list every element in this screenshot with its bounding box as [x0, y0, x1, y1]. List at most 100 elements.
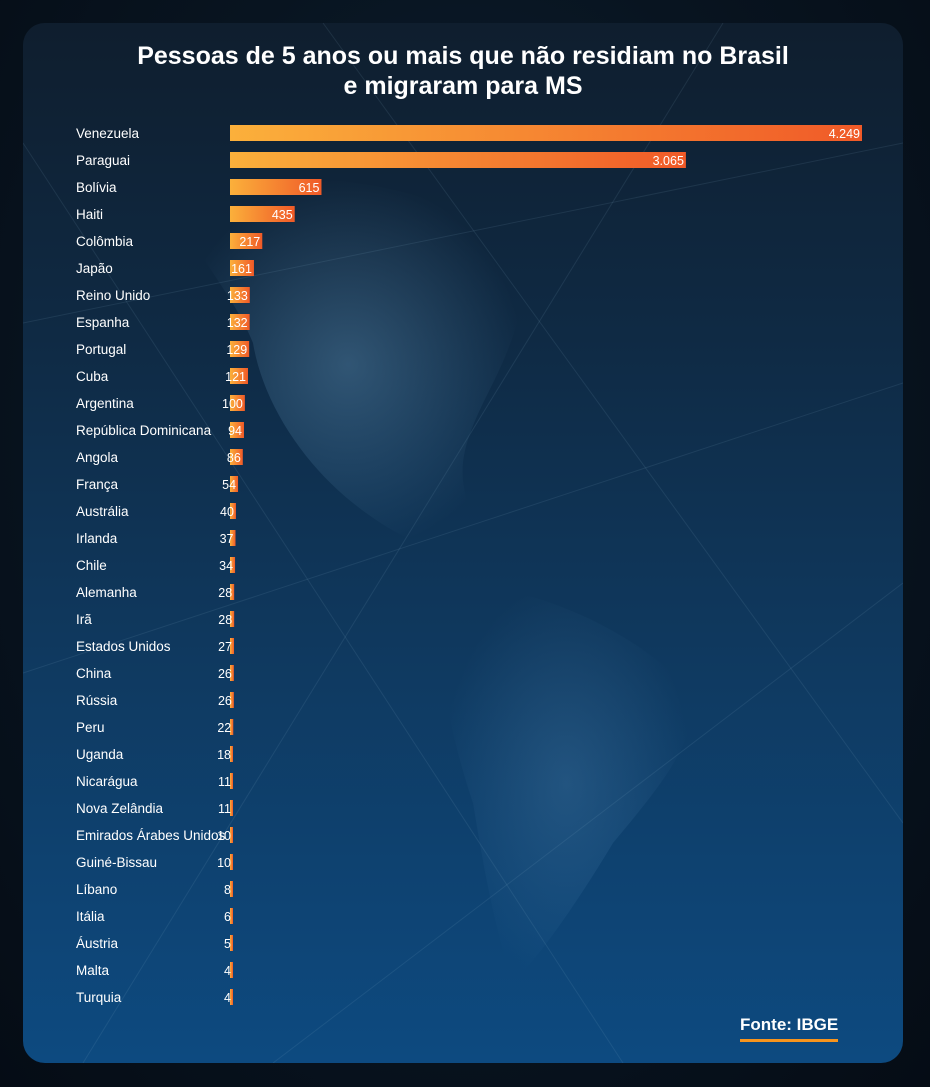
value-label: 5 [224, 937, 231, 951]
category-label: Estados Unidos [76, 639, 171, 654]
category-label: Haiti [76, 207, 103, 222]
bar [230, 908, 233, 924]
category-label: Colômbia [76, 234, 134, 249]
bars-layer: Venezuela 4.249 Paraguai 3.065 Bolívia 615 Hai… [76, 125, 862, 1005]
source-credit: Fonte: IBGE [740, 1015, 839, 1042]
category-label: Itália [76, 909, 105, 924]
bar [230, 719, 234, 735]
value-label: 86 [227, 451, 241, 465]
value-label: 28 [218, 613, 232, 627]
value-label: 100 [222, 397, 243, 411]
bar [230, 881, 233, 897]
category-label: Chile [76, 558, 107, 573]
category-label: República Dominicana [76, 423, 212, 438]
category-label: Alemanha [76, 585, 137, 600]
bar [230, 611, 235, 627]
bar [230, 692, 234, 708]
bar [230, 962, 233, 978]
category-label: Malta [76, 963, 110, 978]
bar [230, 638, 235, 654]
category-label: Reino Unido [76, 288, 150, 303]
value-label: 3.065 [653, 154, 684, 168]
value-label: 22 [217, 721, 231, 735]
value-label: 34 [219, 559, 233, 573]
value-label: 8 [224, 883, 231, 897]
category-label: Turquia [76, 990, 122, 1005]
category-label: Nova Zelândia [76, 801, 164, 816]
value-label: 28 [218, 586, 232, 600]
chart-title-line2: e migraram para MS [343, 72, 583, 100]
bar [230, 773, 233, 789]
bar [230, 368, 248, 384]
value-label: 11 [218, 775, 231, 789]
bar [230, 800, 233, 816]
bar [230, 341, 250, 357]
chart-title-line1: Pessoas de 5 anos ou mais que não residi… [137, 42, 789, 70]
bar [230, 287, 250, 303]
value-label: 26 [218, 694, 232, 708]
value-label: 40 [220, 505, 234, 519]
bar [230, 125, 862, 141]
bar [230, 395, 245, 411]
infographic-card: Pessoas de 5 anos ou mais que não residi… [23, 23, 903, 1063]
bar [230, 260, 254, 276]
value-label: 217 [239, 235, 260, 249]
value-label: 133 [227, 289, 248, 303]
category-label: Guiné-Bissau [76, 855, 157, 870]
category-label: Peru [76, 720, 105, 735]
bar [230, 989, 233, 1005]
bar [230, 530, 236, 546]
value-label: 26 [218, 667, 232, 681]
bar [230, 935, 233, 951]
value-label: 161 [231, 262, 252, 276]
value-label: 6 [224, 910, 231, 924]
category-label: Espanha [76, 315, 130, 330]
category-label: Emirados Árabes Unidos [76, 828, 226, 843]
category-label: Cuba [76, 369, 109, 384]
value-label: 132 [227, 316, 248, 330]
value-label: 121 [225, 370, 246, 384]
category-label: Irlanda [76, 531, 118, 546]
value-label: 4.249 [829, 127, 860, 141]
bar [230, 746, 233, 762]
value-label: 4 [224, 964, 231, 978]
category-label: Argentina [76, 396, 134, 411]
value-label: 27 [218, 640, 232, 654]
value-label: 11 [218, 802, 231, 816]
bar [230, 179, 322, 195]
category-label: Bolívia [76, 180, 117, 195]
value-label: 94 [228, 424, 242, 438]
category-label: Líbano [76, 882, 117, 897]
bar [230, 314, 250, 330]
chart-title: Pessoas de 5 anos ou mais que não residi… [23, 41, 903, 101]
category-label: França [76, 477, 119, 492]
category-label: Austrália [76, 504, 129, 519]
category-label: China [76, 666, 112, 681]
category-label: Irã [76, 612, 92, 627]
bar [230, 233, 263, 249]
bar [230, 584, 235, 600]
category-label: Uganda [76, 747, 124, 762]
category-label: Venezuela [76, 126, 140, 141]
category-label: Portugal [76, 342, 126, 357]
value-label: 10 [217, 829, 231, 843]
bar [230, 557, 236, 573]
bar [230, 854, 233, 870]
category-label: Paraguai [76, 153, 130, 168]
category-label: Nicarágua [76, 774, 138, 789]
value-label: 18 [217, 748, 231, 762]
bar [230, 449, 243, 465]
value-label: 435 [272, 208, 293, 222]
category-label: Angola [76, 450, 119, 465]
bar [230, 827, 233, 843]
bar [230, 476, 239, 492]
value-label: 615 [299, 181, 320, 195]
world-map-background [23, 23, 903, 1063]
value-label: 54 [222, 478, 236, 492]
value-label: 4 [224, 991, 231, 1005]
bar [230, 422, 244, 438]
value-label: 10 [217, 856, 231, 870]
value-label: 129 [226, 343, 247, 357]
bar [230, 665, 234, 681]
category-label: Áustria [76, 936, 119, 951]
